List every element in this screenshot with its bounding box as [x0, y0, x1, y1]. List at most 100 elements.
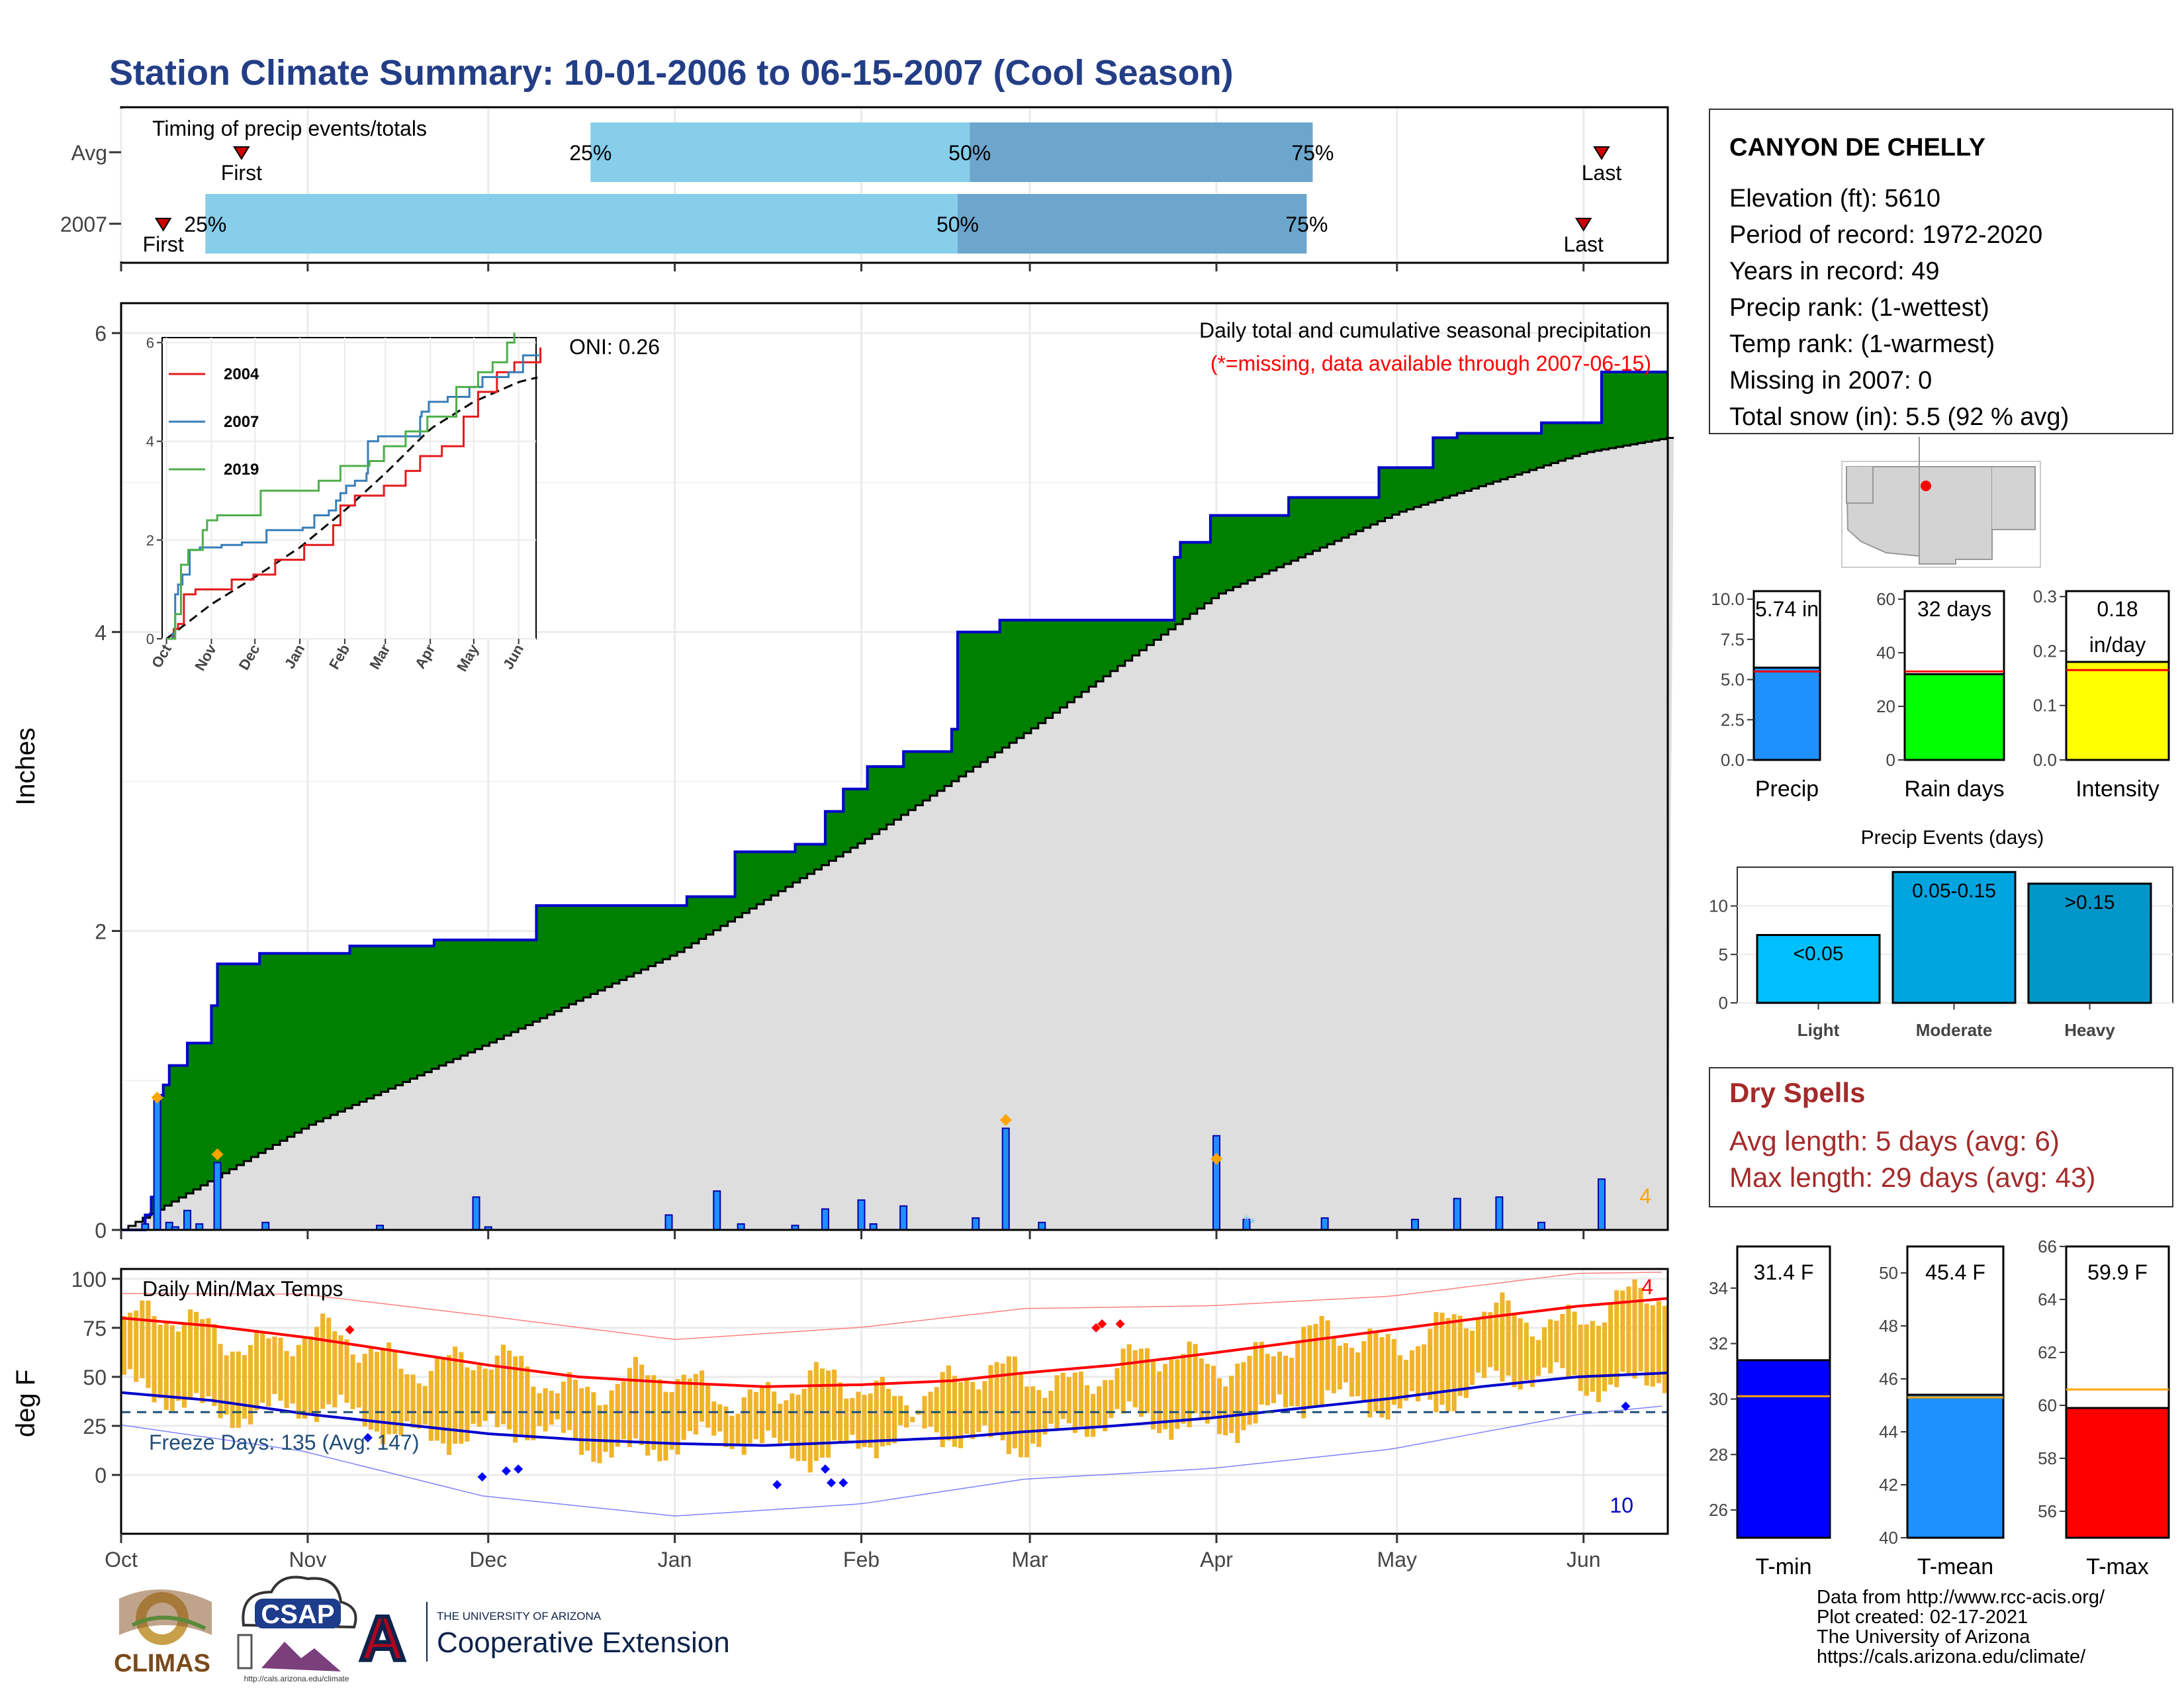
- daily-temp-bar: [314, 1327, 320, 1423]
- daily-precip-bar: [472, 1196, 480, 1231]
- inset-normal-line: [165, 376, 538, 640]
- daily-temp-bar: [844, 1398, 849, 1442]
- daily-temp-bar: [1253, 1342, 1258, 1424]
- daily-temp-bar: [158, 1324, 163, 1399]
- daily-precip-bar: [261, 1221, 270, 1231]
- heavy-event-marker: [1210, 1152, 1222, 1165]
- precip-main-panel: * * 0 2 4 6 Inches Daily total and cumulative s…: [11, 302, 1674, 1243]
- inset-series-line-2019: [166, 332, 516, 640]
- daily-temp-bar: [940, 1372, 945, 1448]
- daily-temp-bar: [543, 1388, 548, 1432]
- temps-xtick-label: Dec: [469, 1548, 507, 1571]
- university-of-arizona-logo: A THE UNIVERSITY OF ARIZONA Cooperative …: [357, 1601, 729, 1676]
- daily-temp-bar: [1602, 1322, 1608, 1391]
- timing-q25-label: 25%: [184, 212, 226, 236]
- temps-panel-title: Daily Min/Max Temps: [142, 1277, 343, 1301]
- locator-map: [1841, 437, 2041, 568]
- daily-precip-bar: [821, 1208, 829, 1231]
- daily-temp-bar: [1500, 1292, 1505, 1382]
- station-snow: Total snow (in): 5.5 (92 % avg): [1729, 403, 2069, 431]
- daily-temp-bar: [705, 1384, 711, 1428]
- temp-summary-panel-name: T-min: [1756, 1554, 1812, 1579]
- daily-temp-bar: [735, 1413, 741, 1446]
- daily-temp-bar: [790, 1393, 795, 1459]
- daily-temp-bar: [513, 1356, 518, 1443]
- daily-precip-bar: [1597, 1178, 1606, 1231]
- daily-temp-bar: [188, 1309, 193, 1398]
- daily-temp-bar: [1271, 1356, 1276, 1403]
- daily-temp-bar: [603, 1404, 608, 1452]
- cumulative-precip-line: [121, 370, 1668, 1231]
- daily-temp-bar: [392, 1350, 398, 1434]
- main-ytick-label: 6: [95, 322, 107, 346]
- temp-summary-ytick-label: 56: [2038, 1501, 2057, 1521]
- daily-temp-bar: [1578, 1325, 1583, 1391]
- daily-temp-bar: [633, 1356, 639, 1438]
- daily-temp-bar: [368, 1347, 373, 1430]
- daily-temp-bar: [1373, 1332, 1379, 1412]
- summary-ytick-label: 0.3: [2033, 586, 2057, 606]
- summary-bar: [1903, 673, 2005, 761]
- record-low-marker: [514, 1464, 523, 1474]
- daily-temp-bar: [1482, 1311, 1487, 1378]
- record-high-line: [120, 1272, 1662, 1340]
- daily-temp-bar: [302, 1336, 307, 1419]
- summary-ytick-label: 0.0: [1721, 750, 1745, 770]
- daily-temp-bar: [1644, 1303, 1649, 1386]
- record-low-marker: [820, 1464, 830, 1474]
- timing-bar-50-75: [957, 194, 1307, 254]
- daily-temp-bar: [1103, 1380, 1108, 1432]
- timing-row-label: 2007: [60, 212, 107, 236]
- daily-temp-bar: [1126, 1344, 1132, 1402]
- main-corner-count: 4: [1639, 1184, 1651, 1208]
- daily-temp-bar: [1614, 1290, 1619, 1387]
- daily-temp-bar: [1590, 1321, 1595, 1392]
- daily-temp-bar: [1608, 1303, 1614, 1385]
- main-frame: [120, 302, 1669, 1231]
- footer-university: The University of Arizona: [1817, 1626, 2030, 1648]
- daily-temp-bar: [850, 1397, 855, 1435]
- csap-logo-text: CSAP: [261, 1600, 334, 1629]
- dry-spells-box: [1709, 1067, 2173, 1207]
- daily-temp-bar: [146, 1300, 151, 1388]
- daily-temp-bar: [1216, 1378, 1222, 1434]
- daily-temp-bar: [175, 1331, 181, 1401]
- daily-temp-bar: [1097, 1386, 1102, 1427]
- summary-ytick-label: 10.0: [1711, 589, 1745, 609]
- daily-temp-bar: [591, 1392, 596, 1462]
- daily-precip-bar: [213, 1162, 222, 1231]
- summary-bar: [1752, 667, 1821, 761]
- temps-corner-low: 10: [1610, 1493, 1633, 1517]
- station-years: Years in record: 49: [1729, 258, 1940, 285]
- footer-plot-created: Plot created: 02-17-2021: [1817, 1607, 2028, 1628]
- daily-temp-bar: [621, 1381, 626, 1440]
- main-ytick-label: 2: [95, 919, 107, 943]
- daily-temp-bar: [1518, 1318, 1523, 1390]
- record-low-line: [120, 1405, 1662, 1517]
- daily-precip-bar: [713, 1190, 721, 1231]
- daily-temp-bar: [236, 1351, 241, 1429]
- ua-logo-small-text: THE UNIVERSITY OF ARIZONA: [437, 1610, 602, 1622]
- temp-summary-bar: [1906, 1393, 2005, 1539]
- csap-logo: CSAP http://cals.arizona.edu/climate: [237, 1575, 357, 1683]
- timing-bar-25-50: [590, 122, 970, 182]
- daily-temp-bar: [856, 1391, 861, 1449]
- daily-temp-bar: [1289, 1358, 1295, 1407]
- temps-panel: 0 25 50 75 100 Oct Nov Dec Jan Feb Mar Apr May Jun deg…: [11, 1268, 1669, 1571]
- daily-temp-bar: [904, 1405, 909, 1428]
- daily-temp-bar: [1229, 1376, 1234, 1433]
- events-bar: [2027, 882, 2152, 1004]
- summary-ytick-label: 20: [1876, 696, 1895, 716]
- daily-temp-bar: [1150, 1361, 1156, 1430]
- missing-data-marker: *: [1250, 1215, 1255, 1233]
- daily-temp-bar: [880, 1376, 885, 1447]
- daily-temp-bar: [1132, 1350, 1138, 1408]
- summary-value-label: 5.74 in: [1755, 597, 1819, 621]
- inset-ytick-label: 2: [146, 532, 154, 549]
- temps-xtick-label: Jan: [658, 1548, 692, 1571]
- temps-ytick-label: 100: [71, 1268, 107, 1291]
- daily-temp-bar: [506, 1350, 512, 1430]
- daily-temp-bar: [1476, 1318, 1481, 1373]
- daily-temp-bar: [1632, 1279, 1637, 1379]
- daily-temp-bar: [1006, 1356, 1011, 1454]
